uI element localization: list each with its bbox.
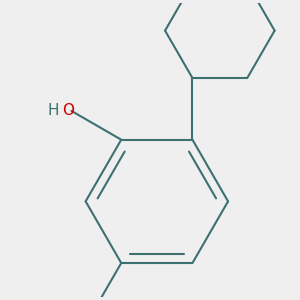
Text: H: H bbox=[48, 103, 59, 118]
Text: O: O bbox=[62, 103, 74, 118]
